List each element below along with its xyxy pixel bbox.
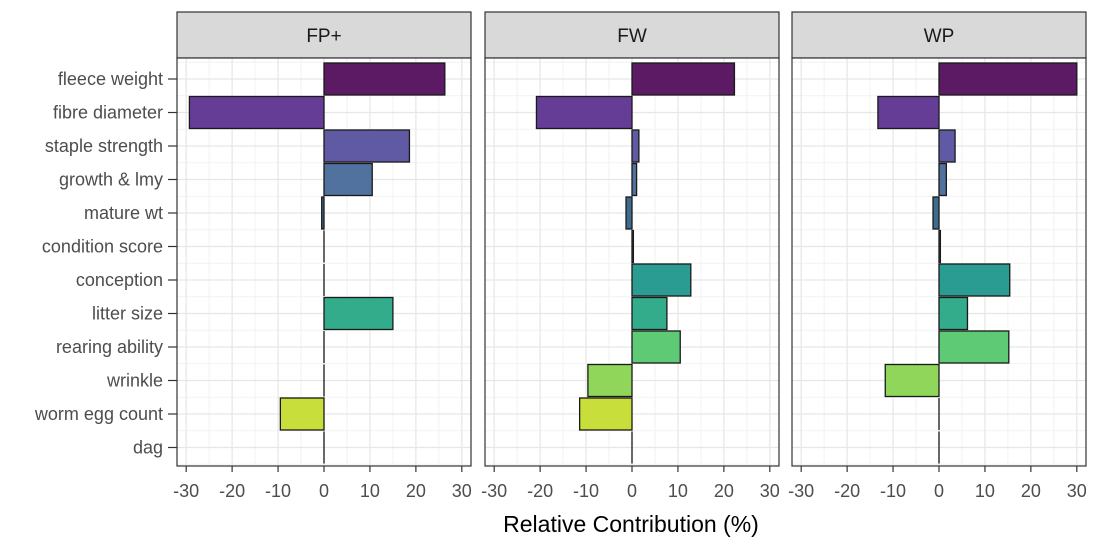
x-tick-label: 0 <box>934 481 944 501</box>
bar-fw-litter-size <box>631 296 668 331</box>
bar-fp-litter-size <box>323 296 394 331</box>
x-tick-label: 30 <box>1067 481 1087 501</box>
category-label-dag: dag <box>133 438 163 458</box>
bar-fp-growth-and-lmy <box>323 162 373 197</box>
bar-wp-mature-wt <box>932 196 940 230</box>
bar-fw-growth-and-lmy <box>631 162 638 197</box>
bar-wp-staple-strength <box>938 129 956 163</box>
panel-strip-fp <box>176 11 472 59</box>
category-label-fibre-diameter: fibre diameter <box>53 103 163 123</box>
x-axis-title: Relative Contribution (%) <box>503 511 759 537</box>
panel-title-fw: FW <box>617 26 647 47</box>
bar-fp-fleece-weight <box>323 62 446 96</box>
category-label-worm-egg-count: worm egg count <box>34 404 163 424</box>
bar-wp-litter-size <box>938 296 969 331</box>
category-label-growth-and-lmy: growth & lmy <box>59 170 163 190</box>
bar-wp-conception <box>938 263 1011 297</box>
bar-fw-conception <box>631 263 692 297</box>
category-label-conception: conception <box>76 270 163 290</box>
category-label-fleece-weight: fleece weight <box>58 69 163 89</box>
x-tick-label: 30 <box>452 481 472 501</box>
x-tick-label: 20 <box>714 481 734 501</box>
panel-strip-wp <box>791 11 1087 59</box>
bar-fp-staple-strength <box>323 129 411 163</box>
category-label-condition-score: condition score <box>42 237 163 257</box>
category-label-mature-wt: mature wt <box>84 203 163 223</box>
bar-fw-worm-egg-count <box>578 397 633 431</box>
bar-fw-condition-score <box>631 229 635 264</box>
x-tick-label: -30 <box>481 481 507 501</box>
x-tick-label: 10 <box>360 481 380 501</box>
x-tick-label: -20 <box>834 481 860 501</box>
category-label-litter-size: litter size <box>92 304 163 324</box>
x-tick-label: -30 <box>173 481 199 501</box>
x-tick-label: 0 <box>319 481 329 501</box>
x-tick-label: -10 <box>573 481 599 501</box>
bar-fw-fleece-weight <box>631 62 736 96</box>
bar-fw-mature-wt <box>625 196 633 230</box>
panel-title-wp: WP <box>924 26 955 47</box>
x-tick-label: -20 <box>527 481 553 501</box>
bar-wp-wrinkle <box>884 363 940 398</box>
panel-title-fp: FP+ <box>306 26 341 47</box>
x-tick-label: -20 <box>219 481 245 501</box>
x-tick-label: 10 <box>668 481 688 501</box>
bar-wp-rearing-ability <box>938 330 1010 364</box>
bar-fw-staple-strength <box>631 129 640 163</box>
bar-fp-fibre-diameter <box>188 95 325 130</box>
category-label-staple-strength: staple strength <box>45 136 163 156</box>
panel-strip-fw <box>484 11 780 59</box>
bar-fp-mature-wt <box>321 196 325 230</box>
bar-wp-condition-score <box>938 229 942 264</box>
category-label-wrinkle: wrinkle <box>106 371 163 391</box>
bar-fw-fibre-diameter <box>535 95 633 130</box>
bar-fp-worm-egg-count <box>279 397 325 431</box>
x-tick-label: -30 <box>788 481 814 501</box>
x-tick-label: -10 <box>265 481 291 501</box>
bar-fw-rearing-ability <box>631 330 681 364</box>
x-tick-label: 10 <box>975 481 995 501</box>
x-tick-label: 20 <box>1021 481 1041 501</box>
bar-wp-fibre-diameter <box>877 95 940 130</box>
x-tick-label: 30 <box>760 481 780 501</box>
bar-fw-wrinkle <box>587 363 633 398</box>
x-tick-label: 0 <box>627 481 637 501</box>
category-label-rearing-ability: rearing ability <box>56 337 163 357</box>
bar-wp-fleece-weight <box>938 62 1078 96</box>
x-tick-label: 20 <box>406 481 426 501</box>
x-tick-label: -10 <box>880 481 906 501</box>
bar-wp-growth-and-lmy <box>938 162 947 197</box>
